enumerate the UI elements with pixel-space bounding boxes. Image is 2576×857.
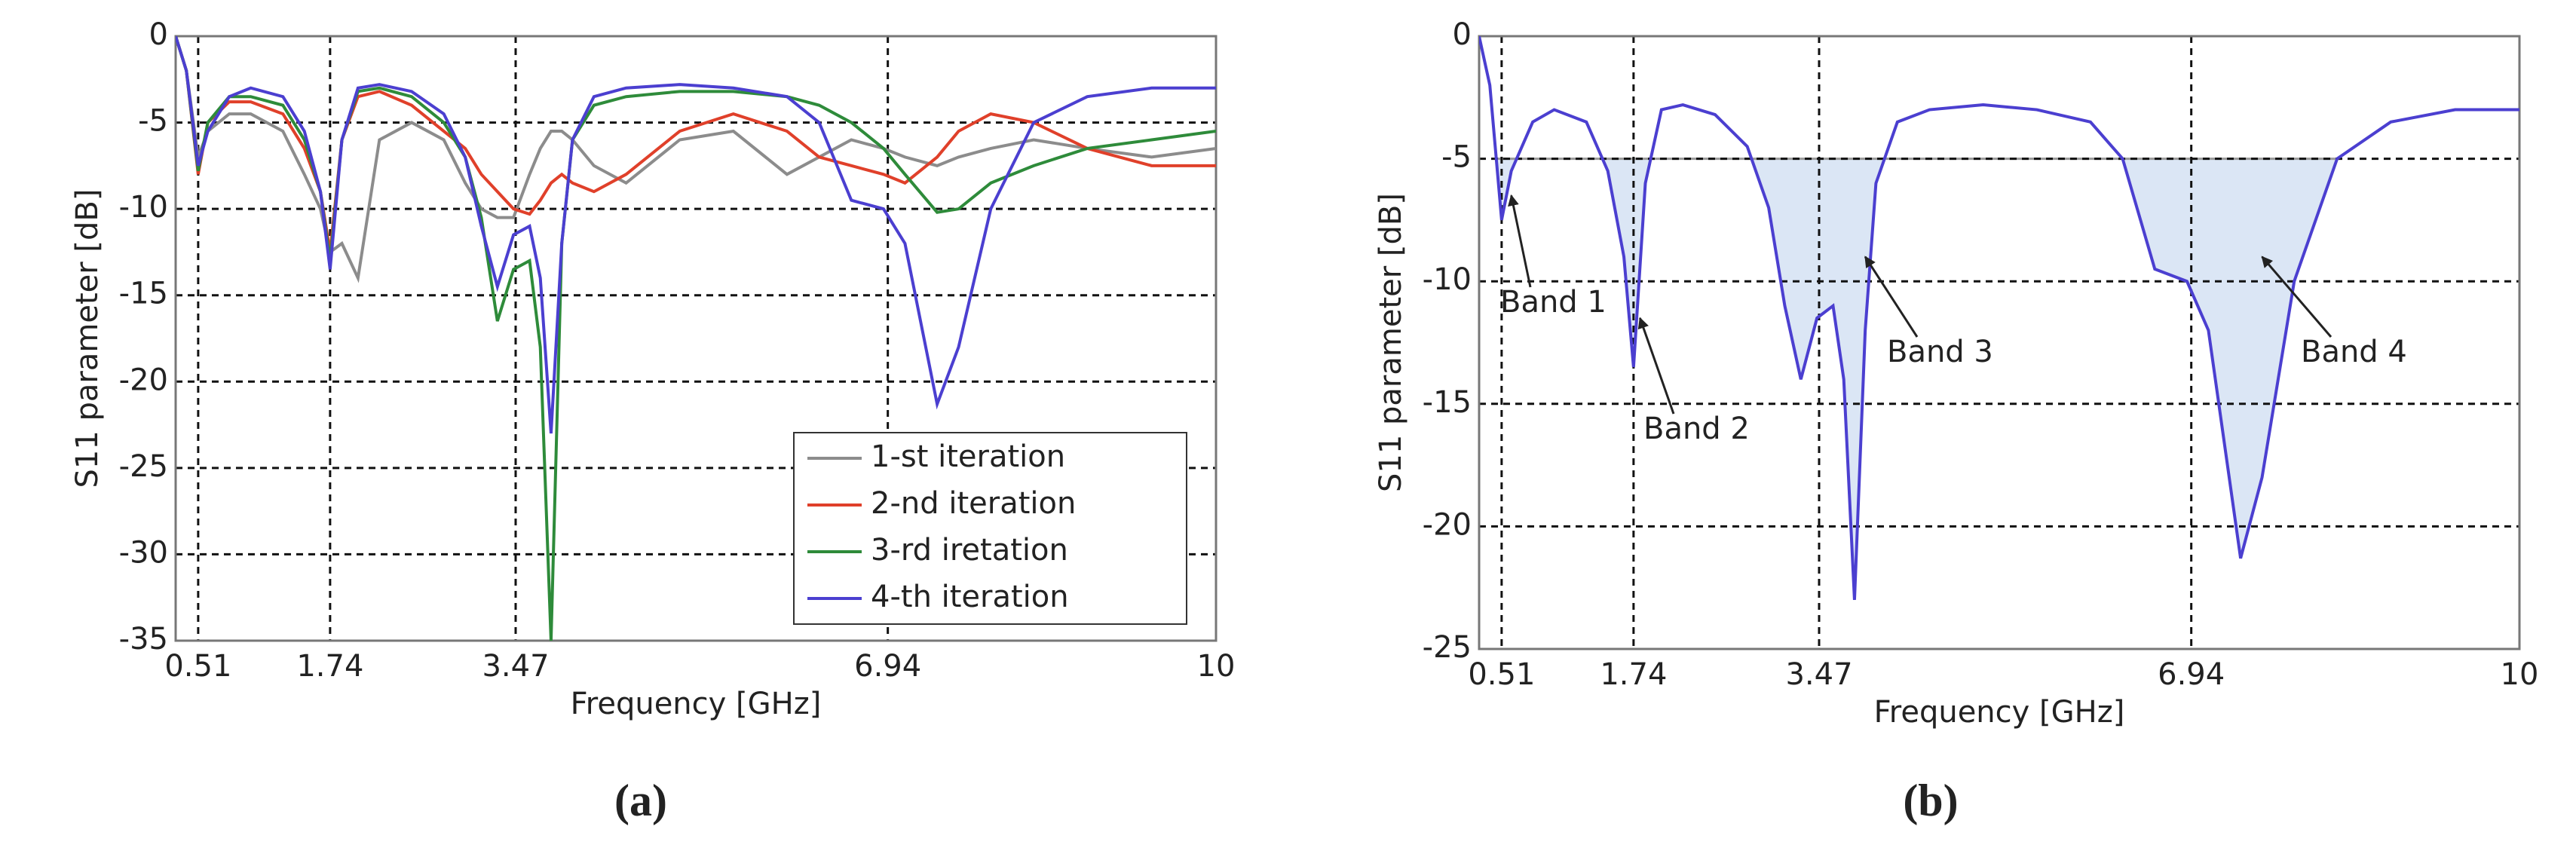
annotation-arrow xyxy=(1864,256,1919,338)
legend-box xyxy=(793,432,1187,625)
caption: (b) xyxy=(1903,776,1958,825)
series-line xyxy=(176,36,1216,641)
y-tick-label: -25 xyxy=(119,449,168,484)
annotation: Band 2 xyxy=(1643,412,1750,446)
annotation: Band 4 xyxy=(2301,335,2407,369)
annotation: Band 3 xyxy=(1887,335,1993,369)
band-fill xyxy=(1496,158,2338,600)
legend-label: 1-st iteration xyxy=(871,439,1065,474)
y-tick-label: -25 xyxy=(1423,630,1472,665)
plot-frame xyxy=(174,35,1218,642)
chart: 0 -5 -10 -15 -20 -25 -30 -350.51 1.74 3.47 6.94 10 F… xyxy=(70,17,1235,825)
y-tick-label: -20 xyxy=(119,363,168,397)
series-line xyxy=(176,36,1216,434)
x-tick-label: 3.47 xyxy=(482,649,549,684)
caption: (a) xyxy=(614,776,667,825)
chart: 0 -5 -10 -15 -20 -250.51 1.74 3.47 6.94 10 Frequen… xyxy=(1374,17,2538,825)
annotation-arrow xyxy=(2261,256,2332,338)
y-tick-label: -10 xyxy=(119,190,168,225)
x-axis-label: Frequency [GHz] xyxy=(1874,695,2125,730)
y-tick-label: 0 xyxy=(149,17,168,52)
legend-label: 4-th iteration xyxy=(871,580,1069,614)
legend-label: 2-nd iteration xyxy=(871,486,1076,521)
series-line xyxy=(176,36,1216,253)
y-tick-label: 0 xyxy=(1453,17,1472,52)
x-axis-label: Frequency [GHz] xyxy=(571,687,822,721)
y-tick-label: -35 xyxy=(119,622,168,657)
annotation-arrow xyxy=(1637,317,1675,415)
x-tick-label: 0.51 xyxy=(1468,657,1535,692)
annotation: Band 1 xyxy=(1500,285,1607,320)
annotation-arrow xyxy=(1508,194,1532,288)
y-tick-label: -5 xyxy=(1441,140,1472,175)
series-line xyxy=(1479,36,2519,601)
y-tick-label: -15 xyxy=(119,277,168,311)
y-tick-label: -20 xyxy=(1423,507,1472,542)
x-tick-label: 10 xyxy=(2501,657,2539,692)
series-line xyxy=(176,36,1216,283)
plot-frame xyxy=(1478,35,2521,650)
y-tick-label: -5 xyxy=(138,104,168,139)
y-tick-label: -15 xyxy=(1423,385,1472,420)
x-tick-label: 6.94 xyxy=(854,649,921,684)
y-tick-label: -10 xyxy=(1423,262,1472,297)
x-tick-label: 0.51 xyxy=(164,649,231,684)
y-axis-label: S11 parameter [dB] xyxy=(1374,193,1408,492)
x-tick-label: 6.94 xyxy=(2158,657,2225,692)
legend-label: 3-rd iretation xyxy=(871,533,1068,568)
plot-area xyxy=(1479,36,2519,649)
x-tick-label: 1.74 xyxy=(296,649,363,684)
y-tick-label: -30 xyxy=(119,535,168,570)
x-tick-label: 10 xyxy=(1197,649,1236,684)
x-tick-label: 3.47 xyxy=(1785,657,1852,692)
y-axis-label: S11 parameter [dB] xyxy=(70,189,105,488)
x-tick-label: 1.74 xyxy=(1600,657,1667,692)
